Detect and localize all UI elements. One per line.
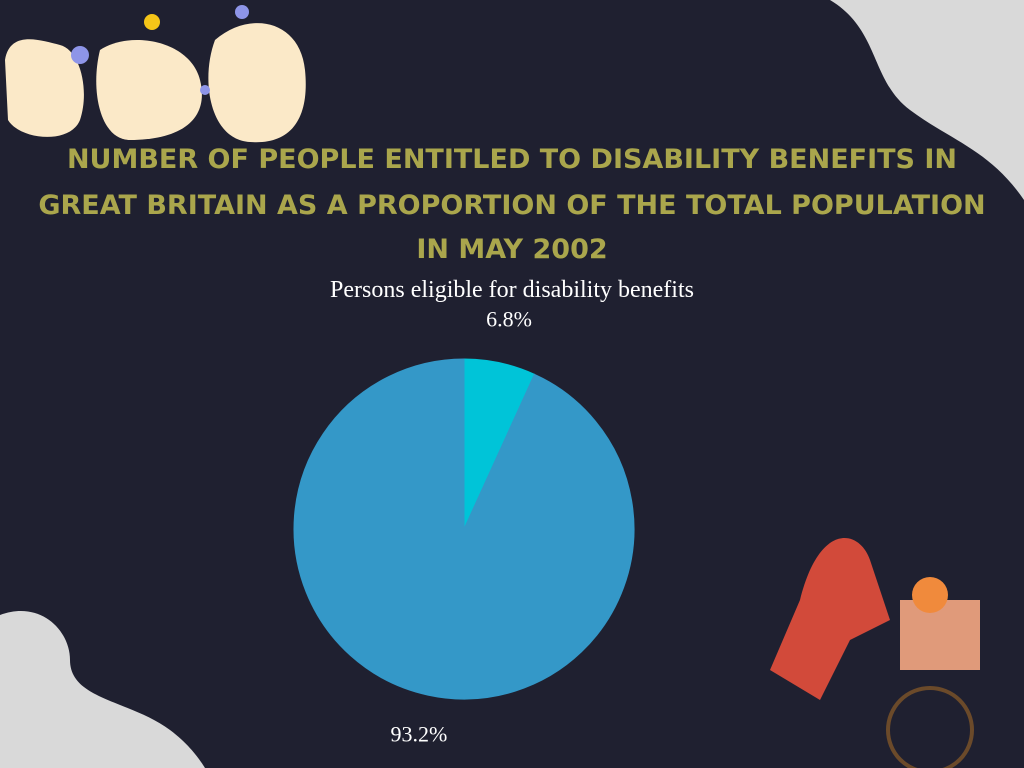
corner-blob xyxy=(0,611,205,768)
title-line: GREAT BRITAIN AS A PROPORTION OF THE TOT… xyxy=(38,190,985,221)
chart-subtitle: Persons eligible for disability benefits xyxy=(330,277,694,303)
corner-blob xyxy=(830,0,1024,200)
title-line: NUMBER OF PEOPLE ENTITLED TO DISABILITY … xyxy=(67,144,957,175)
illustration xyxy=(5,5,306,143)
title-line: IN MAY 2002 xyxy=(416,234,607,265)
pie-slice xyxy=(293,358,635,700)
illustration xyxy=(770,537,980,768)
value-label: 6.8% xyxy=(486,306,532,331)
value-label: 93.2% xyxy=(391,722,448,747)
